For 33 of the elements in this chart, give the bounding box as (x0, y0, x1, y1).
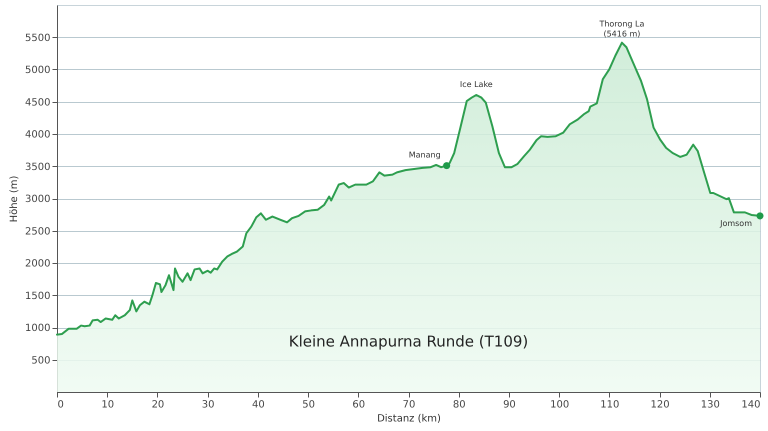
x-tick-label: 130 (700, 400, 720, 410)
y-tick-label: 2500 (25, 226, 50, 238)
x-tick-label: 70 (402, 400, 416, 410)
annotation: Ice Lake (460, 80, 493, 89)
x-tick-label: 90 (503, 400, 516, 410)
y-tick-label: 500 (31, 355, 50, 366)
y-tick-label: 3500 (25, 162, 50, 173)
y-tick-label: 2000 (25, 258, 50, 270)
y-tick-label: 4500 (25, 97, 50, 108)
x-tick-label: 100 (550, 400, 570, 410)
x-axis-title: Distanz (km) (377, 414, 442, 424)
x-tick-label: 60 (352, 400, 366, 410)
x-tick-label: 30 (202, 400, 215, 410)
y-tick-label: 3000 (25, 194, 50, 205)
x-tick-label: 110 (600, 400, 620, 410)
x-tick-label: 140 (741, 400, 760, 410)
annotation: Jomsom (719, 218, 752, 228)
x-tick-label: 0 (58, 400, 64, 410)
y-tick-label: 1000 (25, 323, 50, 334)
x-tick-label: 80 (452, 400, 466, 410)
x-tick-label: 20 (152, 400, 164, 410)
x-tick-label: 10 (101, 400, 114, 410)
y-tick-label: 5500 (25, 32, 50, 44)
y-tick-label: 4000 (25, 130, 50, 140)
y-axis-title: Höhe (m) (9, 175, 20, 222)
y-tick-label: 5000 (25, 65, 50, 76)
x-tick-label: 40 (252, 400, 265, 410)
x-tick-label: 120 (650, 400, 670, 410)
x-tick-label: 50 (302, 400, 315, 410)
annotation: Thorong La (5416 m) (598, 20, 644, 39)
y-tick-label: 1500 (25, 290, 50, 302)
annotation: Manang (408, 150, 441, 160)
annotation: Kleine Annapurna Runde (T109) (288, 332, 528, 351)
